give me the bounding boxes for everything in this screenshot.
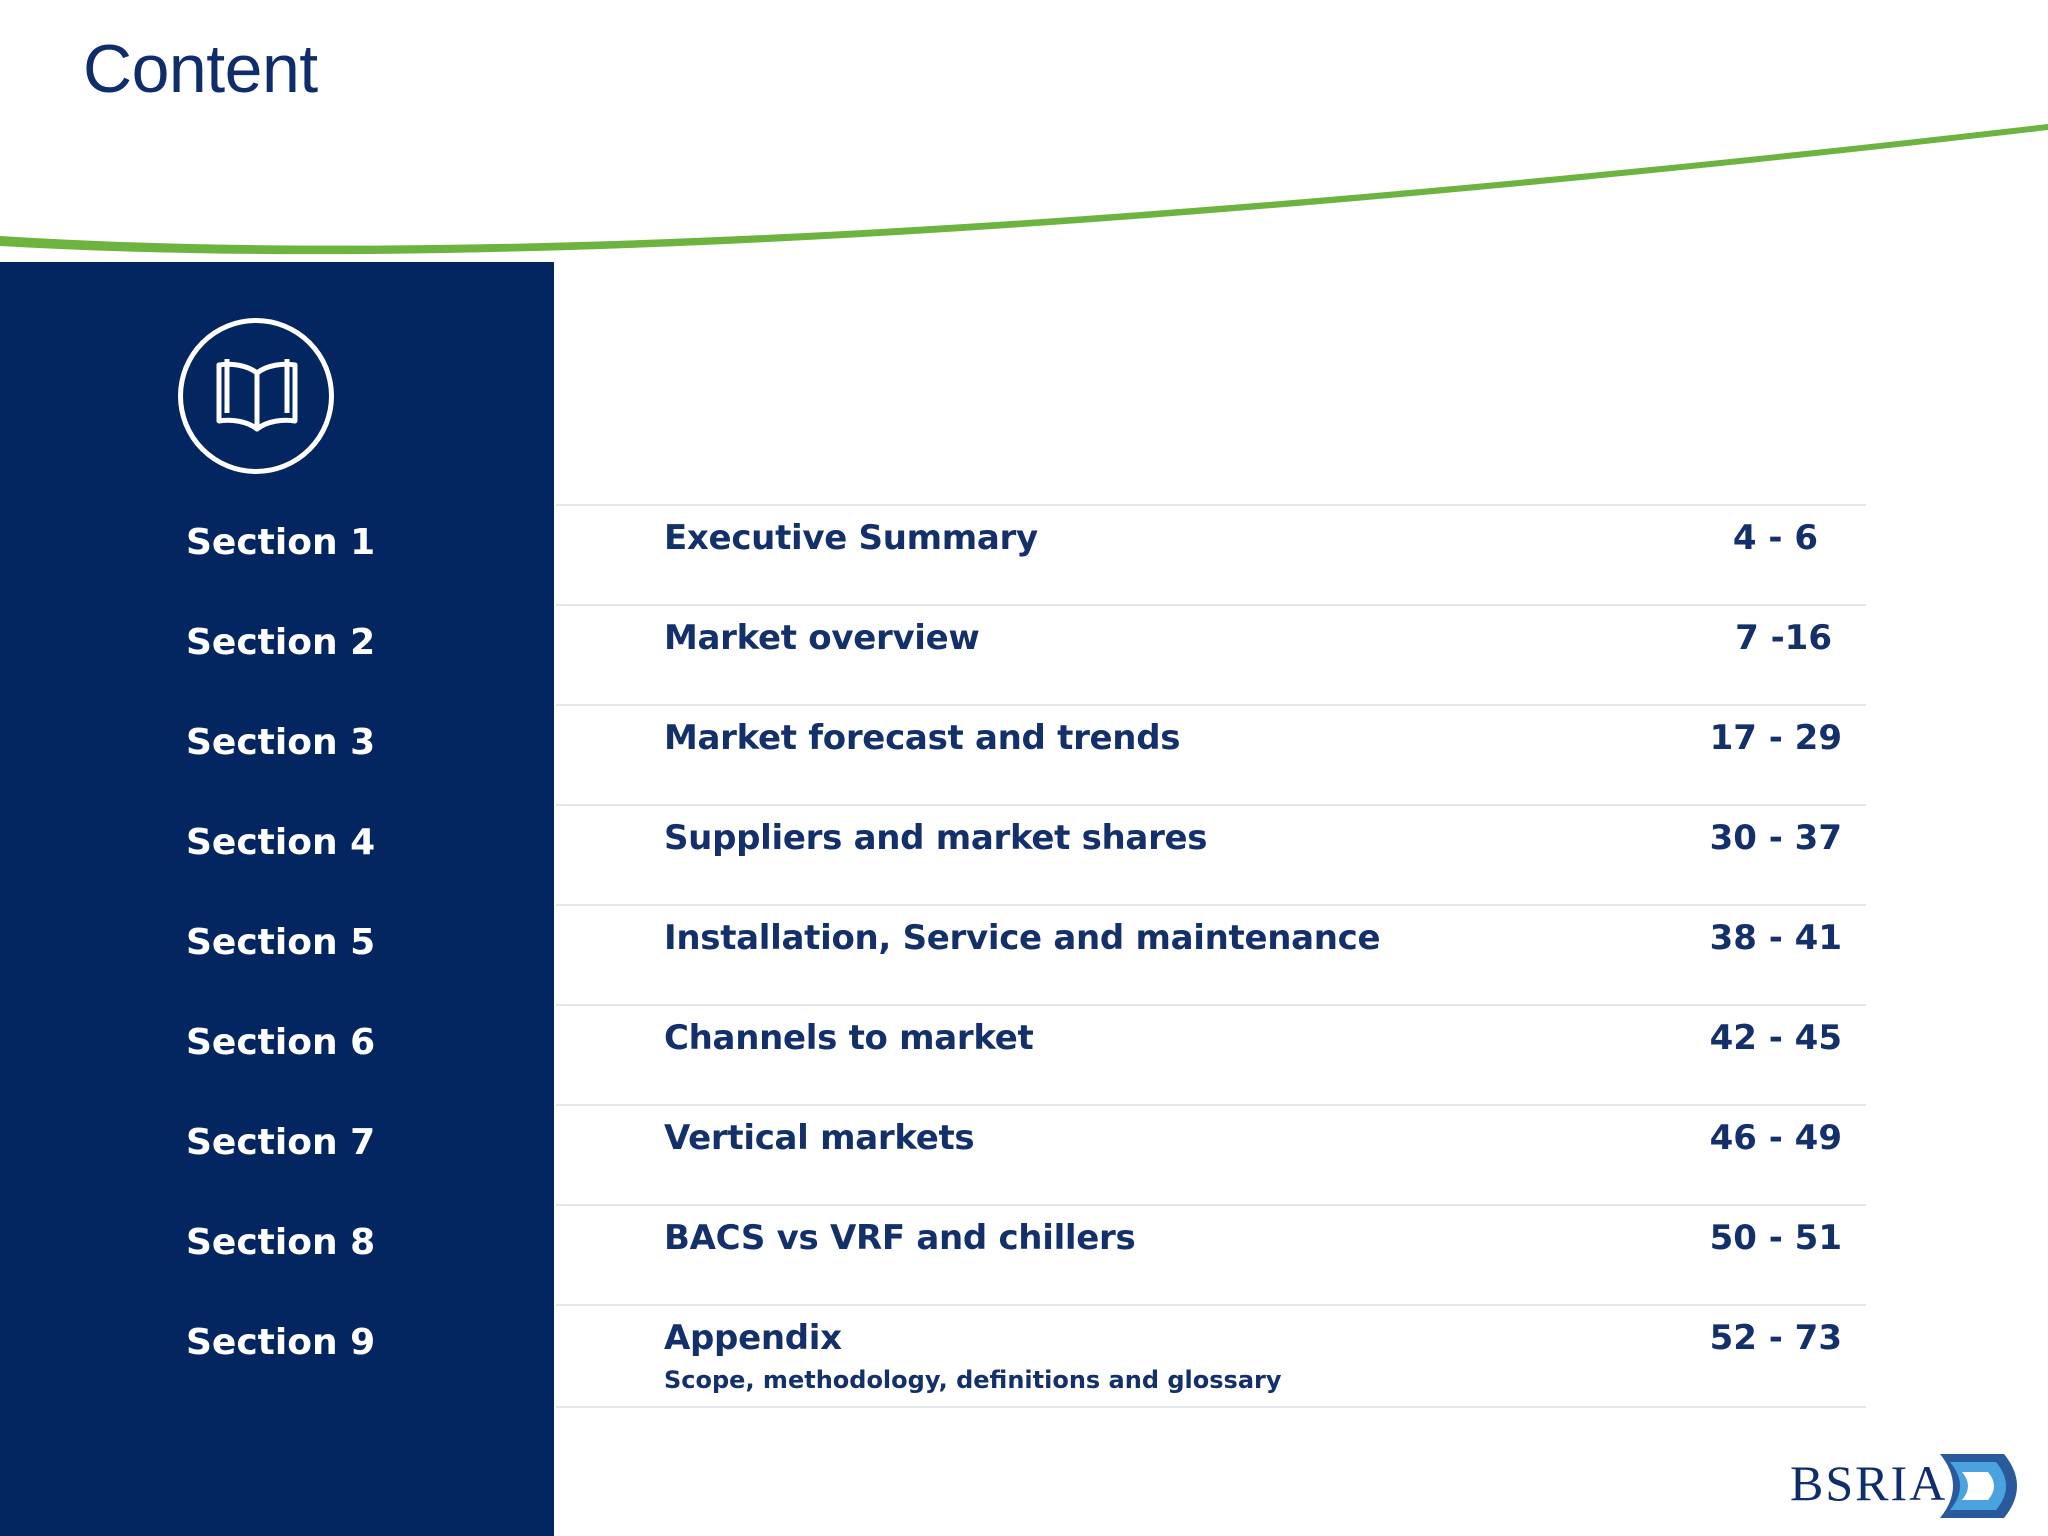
row-divider	[556, 1104, 1866, 1106]
section-label-6: Section 6	[186, 1022, 376, 1063]
toc-pages-1: 4 - 6	[1732, 518, 1818, 558]
toc-title-3: Market forecast and trends	[664, 718, 1181, 758]
section-label-3: Section 3	[186, 722, 376, 763]
section-label-5: Section 5	[186, 922, 376, 963]
section-label-8: Section 8	[186, 1222, 376, 1263]
section-label-9: Section 9	[186, 1322, 376, 1363]
toc-title-9: Appendix	[664, 1318, 842, 1358]
row-divider	[556, 704, 1866, 706]
sidebar	[0, 262, 554, 1536]
toc-pages-5: 38 - 41	[1709, 918, 1842, 958]
row-divider	[556, 1406, 1866, 1408]
toc-title-8: BACS vs VRF and chillers	[664, 1218, 1136, 1258]
section-label-1: Section 1	[186, 522, 376, 563]
section-label-2: Section 2	[186, 622, 376, 663]
row-divider	[556, 1204, 1866, 1206]
toc-pages-8: 50 - 51	[1709, 1218, 1842, 1258]
toc-title-4: Suppliers and market shares	[664, 818, 1208, 858]
logo-text: BSRIA	[1790, 1455, 1948, 1511]
toc-title-7: Vertical markets	[664, 1118, 975, 1158]
toc-title-2: Market overview	[664, 618, 980, 658]
section-label-4: Section 4	[186, 822, 376, 863]
row-divider	[556, 1004, 1866, 1006]
toc-pages-4: 30 - 37	[1709, 818, 1842, 858]
page-title: Content	[83, 31, 318, 107]
toc-title-5: Installation, Service and maintenance	[664, 918, 1381, 958]
toc-pages-9: 52 - 73	[1709, 1318, 1842, 1358]
row-divider	[556, 804, 1866, 806]
toc-pages-2: 7 -16	[1735, 618, 1832, 658]
toc-pages-6: 42 - 45	[1709, 1018, 1842, 1058]
row-divider	[556, 1304, 1866, 1306]
row-divider	[556, 504, 1866, 506]
book-open-icon	[178, 318, 334, 474]
row-divider	[556, 904, 1866, 906]
section-label-7: Section 7	[186, 1122, 376, 1163]
row-divider	[556, 604, 1866, 606]
toc-pages-7: 46 - 49	[1709, 1118, 1842, 1158]
toc-subtitle-9: Scope, methodology, definitions and glos…	[664, 1366, 1282, 1394]
toc-title-6: Channels to market	[664, 1018, 1034, 1058]
bsria-logo: BSRIA	[1790, 1450, 2030, 1522]
toc-title-1: Executive Summary	[664, 518, 1038, 558]
toc-pages-3: 17 - 29	[1709, 718, 1842, 758]
